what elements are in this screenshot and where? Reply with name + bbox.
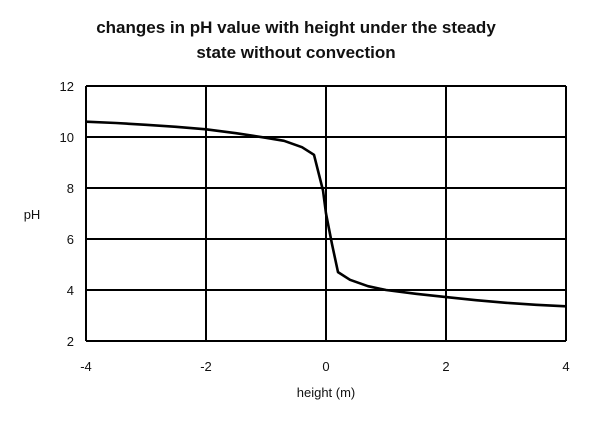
y-tick-label-12: 12 (60, 79, 74, 94)
series-line-0 (85, 120, 567, 308)
y-tick-label-8: 8 (67, 181, 74, 196)
x-tick-label-2: 2 (442, 359, 449, 374)
y-axis-label: pH (24, 207, 41, 222)
y-tick-label-10: 10 (60, 130, 74, 145)
grid-lines (85, 85, 567, 342)
x-tick-label--4: -4 (80, 359, 92, 374)
chart-title-line-2: state without convection (196, 43, 395, 62)
x-tick-label--2: -2 (200, 359, 212, 374)
y-tick-label-2: 2 (67, 334, 74, 349)
y-tick-label-6: 6 (67, 232, 74, 247)
chart-title-line-1: changes in pH value with height under th… (96, 18, 496, 37)
x-tick-label-4: 4 (562, 359, 569, 374)
y-tick-label-4: 4 (67, 283, 74, 298)
tick-labels: 2 4 6 8 10 12 -4 -2 0 2 4 (60, 79, 570, 374)
x-axis-label: height (m) (297, 385, 356, 400)
x-tick-label-0: 0 (322, 359, 329, 374)
series-group (85, 120, 567, 308)
